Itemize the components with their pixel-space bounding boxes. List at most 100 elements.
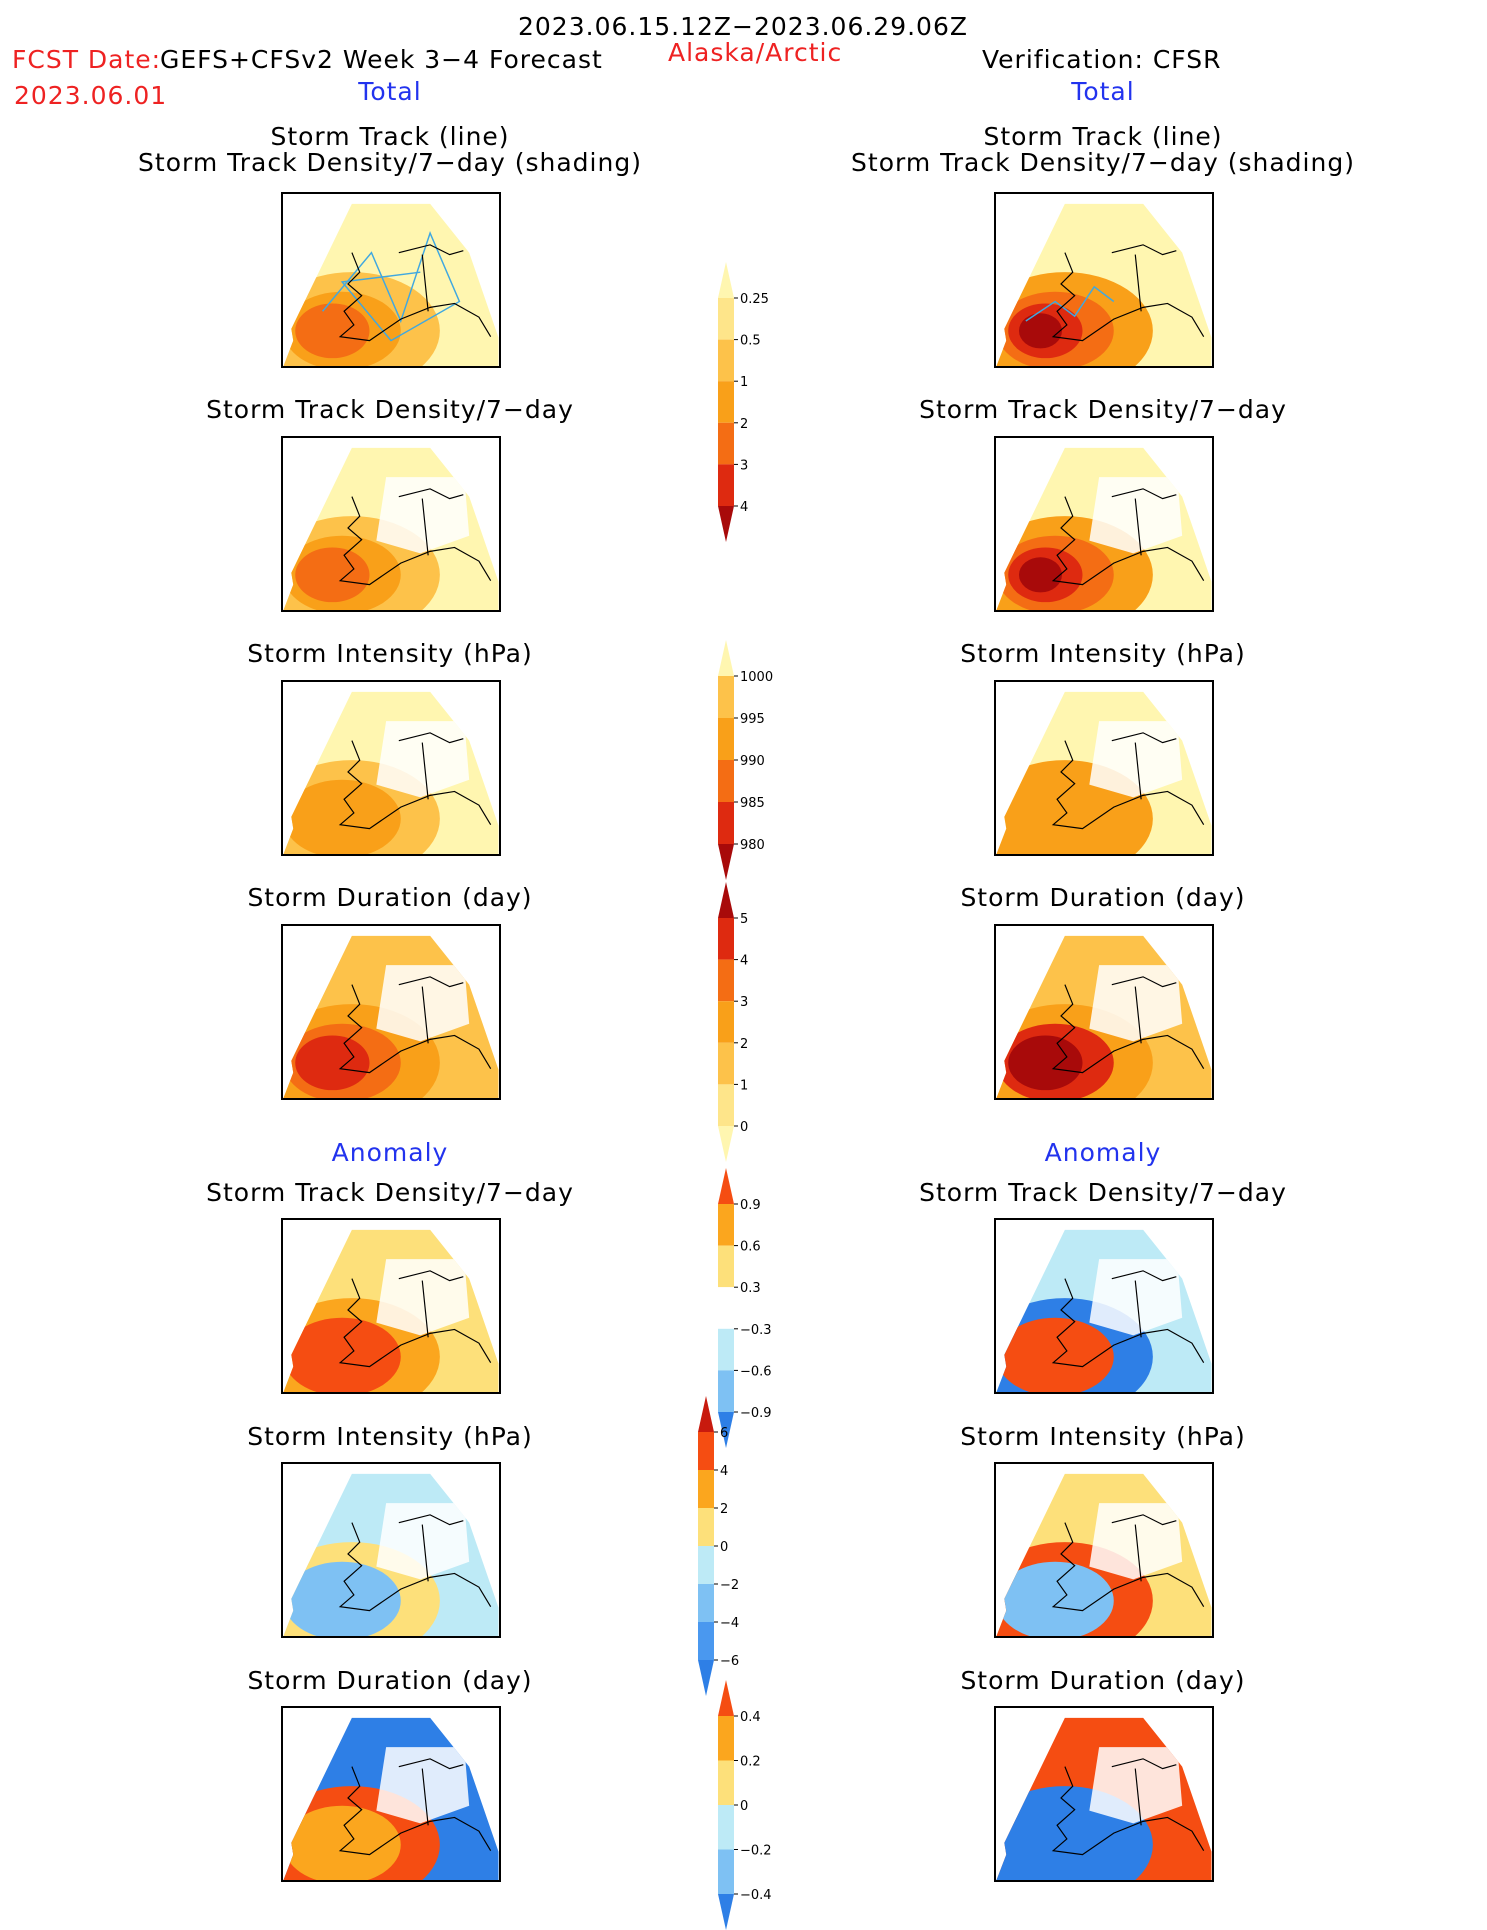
forecast-model-label: GEFS+CFSv2 Week 3−4 Forecast <box>160 45 603 74</box>
map-left-anom-density <box>281 1218 501 1394</box>
colorbar-box <box>718 1084 734 1126</box>
alaska-coastline <box>338 1270 492 1368</box>
colorbar-box <box>718 1805 734 1850</box>
right-anomaly-label: Anomaly <box>1044 1138 1162 1167</box>
colorbar-box <box>718 959 734 1002</box>
alaska-coastline <box>338 488 492 586</box>
colorbar-box <box>718 422 734 465</box>
colorbar-tick-label: 995 <box>740 712 765 727</box>
alaska-coastline <box>1051 976 1205 1074</box>
colorbar-box <box>718 760 734 802</box>
colorbar-tick-label: 1 <box>740 375 748 390</box>
colorbar-tick-label: 0 <box>740 1799 748 1814</box>
forecast-date: 2023.06.01 <box>14 81 168 110</box>
colorbar-anom-duration: 0.4 0.2 0 −0.2 −0.4 <box>718 1680 772 1930</box>
colorbar-box <box>718 1287 734 1329</box>
right-p1-title-line: Storm Track (line) <box>983 122 1223 151</box>
map-left-track-density <box>281 192 501 368</box>
colorbar-box <box>718 1245 734 1288</box>
colorbar-tick-label: 2 <box>740 1037 748 1052</box>
alaska-coastline <box>1051 1514 1205 1612</box>
colorbar-bottom-arrow <box>718 1126 734 1162</box>
colorbar-tick-label: 2 <box>740 417 748 432</box>
alaska-coastline <box>1051 488 1205 586</box>
colorbar-box <box>718 1204 734 1246</box>
colorbar-box <box>698 1470 714 1508</box>
map-right-anom-duration <box>994 1706 1214 1882</box>
map-right-intensity <box>994 680 1214 856</box>
right-p6-title: Storm Intensity (hPa) <box>960 1422 1246 1451</box>
map-right-anom-intensity <box>994 1462 1214 1638</box>
colorbar-tick-label: −0.6 <box>740 1364 772 1379</box>
alaska-coastline <box>338 1514 492 1612</box>
field-contour <box>283 1805 401 1880</box>
colorbar-bottom-arrow <box>718 844 734 880</box>
field-contour <box>283 1561 401 1636</box>
field-contour <box>1018 557 1062 593</box>
left-p2-title: Storm Track Density/7−day <box>206 395 574 424</box>
colorbar-box <box>698 1432 714 1470</box>
colorbar-top-arrow <box>718 882 734 918</box>
alaska-coastline <box>1051 1758 1205 1856</box>
left-total-label: Total <box>358 77 422 106</box>
colorbar-tick-label: 985 <box>740 796 765 811</box>
right-p3-title: Storm Intensity (hPa) <box>960 639 1246 668</box>
field-contour <box>1008 1035 1083 1091</box>
colorbar-top-arrow <box>718 262 734 298</box>
colorbar-tick-label: 0.6 <box>740 1240 761 1255</box>
alaska-coastline <box>338 1758 492 1856</box>
colorbar-box <box>718 1370 734 1412</box>
map-left-intensity <box>281 680 501 856</box>
right-total-label: Total <box>1071 77 1135 106</box>
colorbar-bottom-arrow <box>698 1660 714 1696</box>
left-p7-title: Storm Duration (day) <box>247 1666 533 1695</box>
alaska-coastline <box>1051 732 1205 830</box>
colorbar-box <box>718 1760 734 1805</box>
colorbar-tick-label: −4 <box>720 1616 739 1631</box>
right-p5-title: Storm Track Density/7−day <box>919 1178 1287 1207</box>
left-p4-title: Storm Duration (day) <box>247 883 533 912</box>
colorbar-tick-label: 1000 <box>740 670 773 685</box>
left-anomaly-label: Anomaly <box>331 1138 449 1167</box>
map-left-duration <box>281 924 501 1100</box>
colorbar-box <box>718 1716 734 1761</box>
map-right-duration <box>994 924 1214 1100</box>
colorbar-box <box>718 1001 734 1043</box>
right-p2-title: Storm Track Density/7−day <box>919 395 1287 424</box>
colorbar-tick-label: 2 <box>720 1502 728 1517</box>
field-contour <box>996 1317 1114 1392</box>
colorbar-density: 0.25 0.5 1 2 3 4 <box>718 262 769 542</box>
colorbar-tick-label: 0 <box>720 1540 728 1555</box>
field-contour <box>1018 313 1062 349</box>
colorbar-tick-label: 0 <box>740 1120 748 1135</box>
colorbar-box <box>698 1622 714 1660</box>
colorbar-box <box>718 918 734 960</box>
colorbar-tick-label: 0.2 <box>740 1755 761 1770</box>
colorbar-bottom-arrow <box>718 1894 734 1930</box>
colorbar-tick-label: 3 <box>740 995 748 1010</box>
map-right-anom-density <box>994 1218 1214 1394</box>
field-contour <box>283 779 401 854</box>
colorbar-duration: 5 4 3 2 1 0 <box>718 882 748 1162</box>
colorbar-tick-label: 990 <box>740 754 765 769</box>
colorbar-top-arrow <box>718 1680 734 1716</box>
storm-track-line <box>1025 285 1115 322</box>
colorbar-box <box>698 1508 714 1546</box>
colorbar-tick-label: 0.4 <box>740 1710 761 1725</box>
alaska-coastline <box>338 244 492 342</box>
colorbar-top-arrow <box>718 1168 734 1204</box>
colorbar-box <box>718 718 734 760</box>
colorbar-box <box>698 1584 714 1622</box>
alaska-coastline <box>338 976 492 1074</box>
colorbar-bottom-arrow <box>718 1412 734 1448</box>
left-p3-title: Storm Intensity (hPa) <box>247 639 533 668</box>
colorbar-tick-label: 980 <box>740 838 765 853</box>
colorbar-anom-density: 0.9 0.6 0.3 −0.3 −0.6 −0.9 <box>718 1168 772 1448</box>
colorbar-box <box>718 464 734 506</box>
colorbar-tick-label: 6 <box>720 1426 728 1441</box>
left-p1-title-shading: Storm Track Density/7−day (shading) <box>138 148 642 177</box>
colorbar-tick-label: −0.3 <box>740 1323 772 1338</box>
alaska-coastline <box>1051 244 1205 342</box>
map-left-anom-intensity <box>281 1462 501 1638</box>
colorbar-box <box>718 298 734 340</box>
